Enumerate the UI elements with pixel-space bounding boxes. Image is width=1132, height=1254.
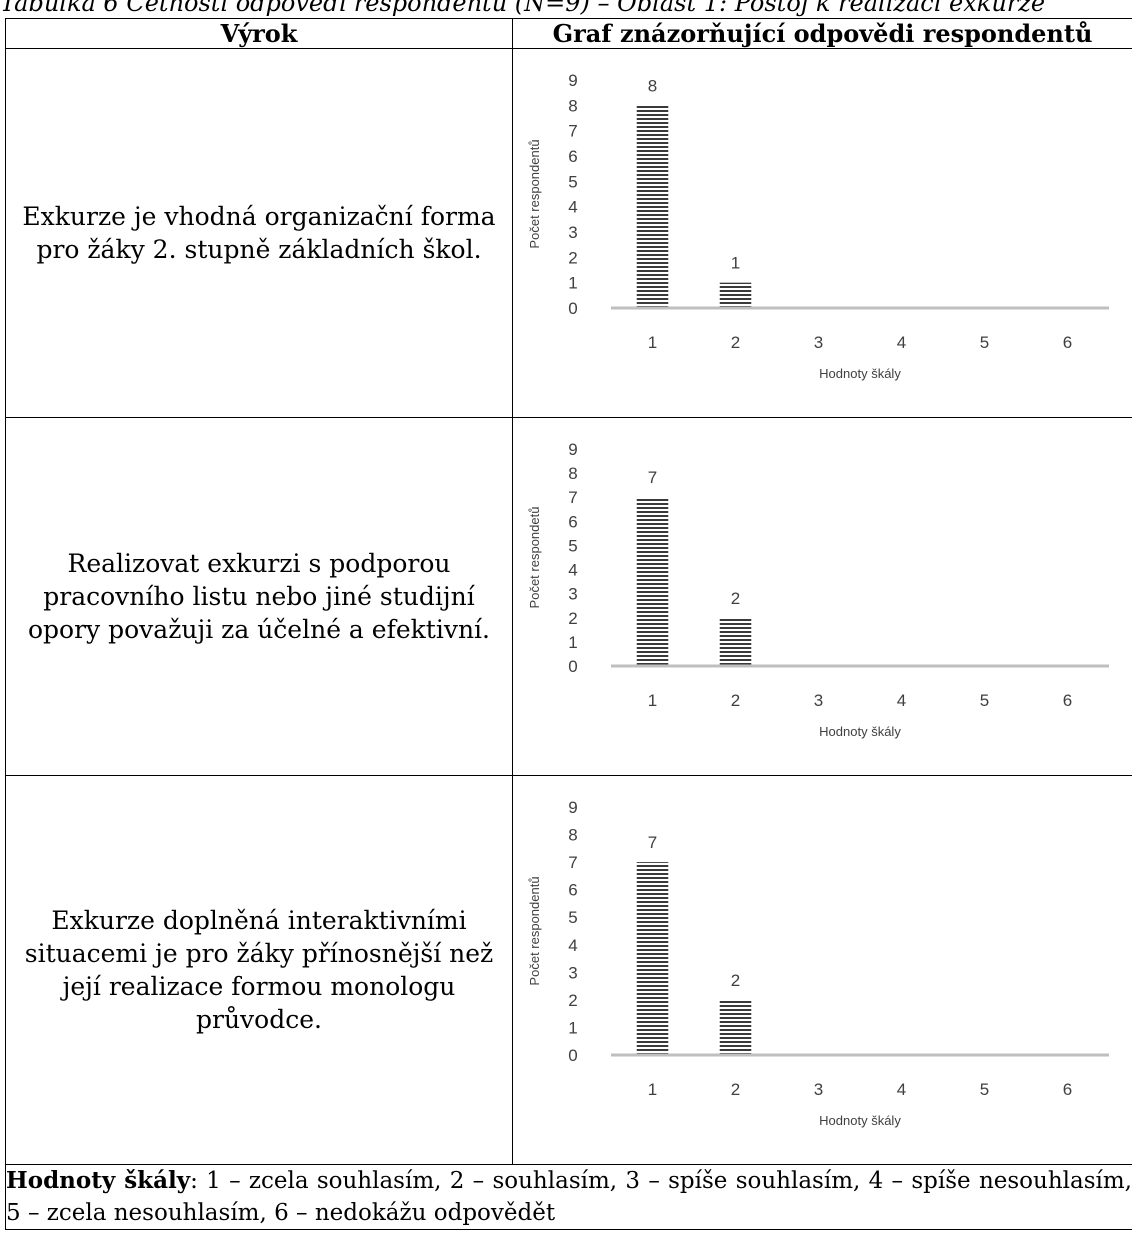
x-tick-label: 5 [980,691,989,710]
y-tick-label: 5 [568,908,577,927]
data-label: 1 [731,254,740,273]
survey-table: Výrok Graf znázorňující odpovědi respond… [5,18,1132,1230]
x-axis-label: Hodnoty škály [819,724,901,739]
bar [719,999,752,1055]
table-row: Exkurze je vhodná organizační forma pro … [5,48,1132,418]
table-header-row: Výrok Graf znázorňující odpovědi respond… [5,18,1132,49]
y-tick-label: 4 [568,936,577,955]
data-label: 2 [731,589,740,608]
y-tick-label: 1 [568,633,577,652]
data-label: 7 [648,833,657,852]
bar-chart-1: 0 1 2 3 4 5 6 7 8 9 Počet respondentů 8 1 1 2 3 4 5 6 Hodno… [527,71,1109,381]
data-label: 7 [648,468,657,487]
y-tick-label: 6 [568,512,577,531]
bar [719,282,752,308]
table-row: Hodnoty škály: 1 – zcela souhlasím, 2 – … [5,1164,1132,1230]
y-tick-label: 1 [568,274,577,293]
bar [636,105,669,308]
y-tick-label: 9 [568,71,577,90]
table-caption: Tabulka 6 Četnosti odpovědí respondentů … [0,0,1046,17]
bar [636,862,669,1055]
x-tick-label: 4 [897,333,906,352]
x-tick-label: 2 [731,333,740,352]
table-row: Exkurze doplněná interaktivními situacem… [5,775,1132,1165]
x-tick-label: 6 [1063,333,1072,352]
x-tick-label: 3 [814,333,823,352]
y-tick-label: 7 [568,853,577,872]
scale-note-label: Hodnoty škály [6,1167,191,1194]
x-tick-label: 5 [980,1080,989,1099]
y-tick-label: 0 [568,299,577,318]
y-tick-label: 0 [568,1046,577,1065]
y-tick-label: 5 [568,536,577,555]
chart-cell-2: 0 1 2 3 4 5 6 7 8 9 Počet respondetů 7 1 2 2 3 4 5 6 Hodnot… [512,417,1132,776]
y-tick-label: 6 [568,147,577,166]
x-tick-label: 4 [897,1080,906,1099]
x-tick-label: 2 [731,1080,740,1099]
x-tick-label: 6 [1063,1080,1072,1099]
y-tick-label: 8 [568,464,577,483]
y-tick-label: 8 [568,96,577,115]
data-label: 2 [731,971,740,990]
scale-note: Hodnoty škály: 1 – zcela souhlasím, 2 – … [5,1164,1132,1230]
x-tick-label: 4 [897,691,906,710]
x-tick-label: 3 [814,691,823,710]
x-tick-label: 5 [980,333,989,352]
header-statement: Výrok [5,18,513,49]
y-tick-label: 4 [568,561,577,580]
y-tick-label: 1 [568,1018,577,1037]
header-chart: Graf znázorňující odpovědi respondentů [512,18,1132,49]
x-tick-label: 1 [648,333,657,352]
y-tick-label: 3 [568,963,577,982]
x-tick-label: 6 [1063,691,1072,710]
y-tick-label: 7 [568,122,577,141]
x-axis-label: Hodnoty škály [819,366,901,381]
table-row: Realizovat exkurzi s podporou pracovního… [5,417,1132,776]
statement-2: Realizovat exkurzi s podporou pracovního… [5,417,513,776]
scale-note-text: : 1 – zcela souhlasím, 2 – souhlasím, 3 … [6,1168,1132,1226]
y-tick-label: 4 [568,198,577,217]
y-tick-label: 2 [568,991,577,1010]
y-tick-label: 5 [568,172,577,191]
y-tick-label: 7 [568,488,577,507]
bar [719,617,752,666]
y-axis-label: Počet respondetů [527,507,542,609]
y-tick-label: 8 [568,826,577,845]
chart-cell-3: 0 1 2 3 4 5 6 7 8 9 Počet respondentů 7 1 2 2 3 4 5 6 Hodno… [512,775,1132,1165]
y-tick-label: 9 [568,798,577,817]
y-tick-label: 6 [568,881,577,900]
y-tick-label: 2 [568,248,577,267]
bar-chart-2: 0 1 2 3 4 5 6 7 8 9 Počet respondetů 7 1 2 2 3 4 5 6 Hodnot… [527,440,1109,739]
x-axis-label: Hodnoty škály [819,1113,901,1128]
bar-chart-3: 0 1 2 3 4 5 6 7 8 9 Počet respondentů 7 1 2 2 3 4 5 6 Hodno… [527,798,1109,1128]
y-tick-label: 3 [568,223,577,242]
y-tick-label: 9 [568,440,577,459]
x-tick-label: 1 [648,1080,657,1099]
y-tick-label: 0 [568,657,577,676]
y-tick-label: 3 [568,585,577,604]
y-axis-label: Počet respondentů [527,876,542,985]
x-tick-label: 1 [648,691,657,710]
data-label: 8 [648,76,657,95]
y-tick-label: 2 [568,609,577,628]
bar [636,497,669,666]
statement-1: Exkurze je vhodná organizační forma pro … [5,48,513,418]
chart-cell-1: 0 1 2 3 4 5 6 7 8 9 Počet respondentů 8 1 1 2 3 4 5 6 Hodno… [512,48,1132,418]
y-axis-label: Počet respondentů [527,139,542,248]
statement-3: Exkurze doplněná interaktivními situacem… [5,775,513,1165]
x-tick-label: 3 [814,1080,823,1099]
x-tick-label: 2 [731,691,740,710]
